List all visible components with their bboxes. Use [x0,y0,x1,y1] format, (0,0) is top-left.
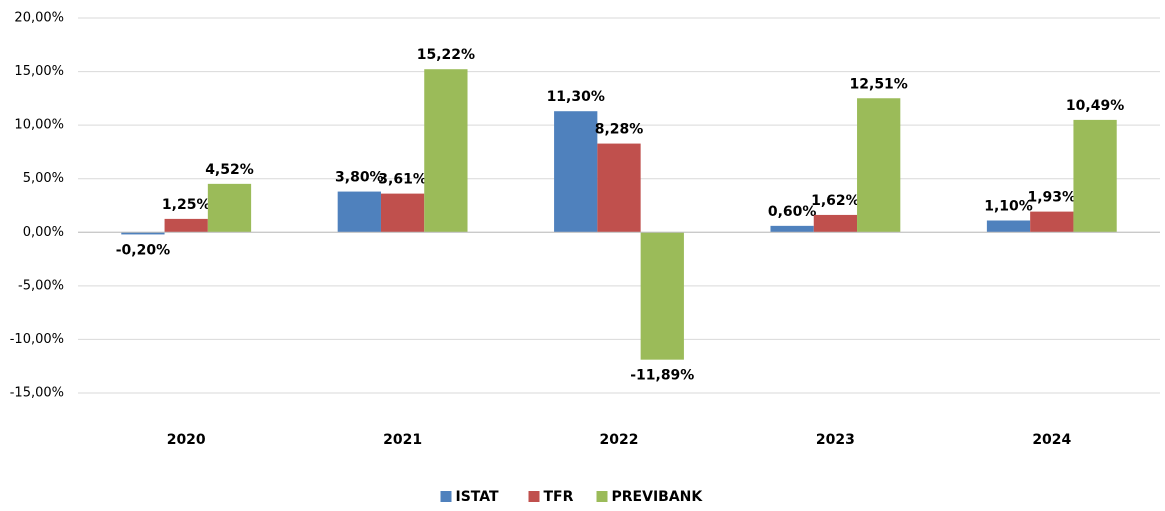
data-label: 12,51% [850,76,908,92]
x-tick-label: 2020 [167,432,206,448]
legend-label: ISTAT [456,489,500,505]
y-tick-label: 0,00% [23,225,64,240]
bar [813,214,858,233]
y-tick-label: 15,00% [14,64,64,79]
data-label: 1,62% [811,193,860,209]
data-label: 8,28% [595,122,644,138]
y-tick-label: 10,00% [14,118,64,133]
bar [207,183,252,233]
y-tick-label: -15,00% [10,386,64,401]
data-label: 15,22% [417,47,475,63]
bar [986,220,1031,233]
legend-swatch [596,491,608,502]
y-tick-label: -5,00% [18,278,64,293]
bar [164,218,208,233]
legend-swatch [528,491,540,502]
data-label: 0,60% [768,204,817,220]
x-tick-label: 2022 [600,432,639,448]
legend-label: TFR [544,489,574,505]
x-tick-label: 2024 [1032,432,1071,448]
legend-label: PREVIBANK [612,489,704,505]
bar [640,232,684,360]
data-label: 3,61% [378,172,427,188]
bar [121,232,165,235]
bar [1030,211,1074,233]
x-tick-label: 2023 [816,432,855,448]
bar [380,193,425,233]
bar [424,69,468,233]
data-label: -0,20% [116,242,170,258]
data-label: 4,52% [205,162,254,178]
bar [857,98,901,233]
data-label: 1,10% [984,199,1033,215]
data-label: 10,49% [1066,98,1124,114]
x-tick-label: 2021 [383,432,422,448]
y-tick-label: -10,00% [10,332,64,347]
data-label: 1,93% [1028,190,1077,206]
legend-swatch [440,491,452,502]
data-label: -11,89% [630,368,694,384]
data-label: 3,80% [335,170,384,186]
bar [770,225,814,233]
bar [554,111,598,233]
y-tick-label: 20,00% [14,11,64,26]
bar [1073,119,1117,233]
bar [597,143,641,233]
data-label: 11,30% [547,89,605,105]
bar [337,191,381,233]
data-label: 1,25% [162,197,211,213]
y-tick-label: 5,00% [23,171,64,186]
